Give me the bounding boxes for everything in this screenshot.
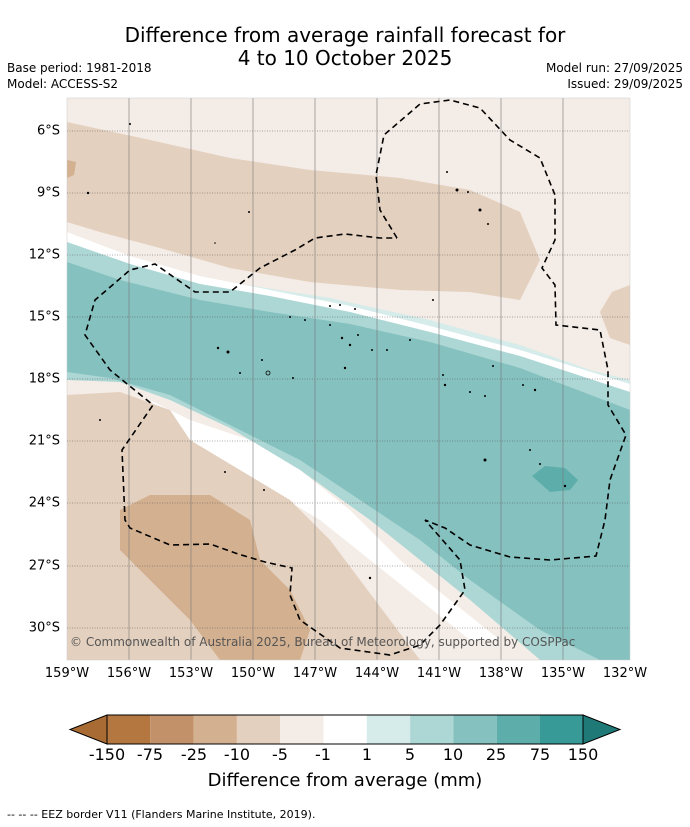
lat-label-21s: 21°S: [28, 433, 60, 449]
field-north-neg: [67, 122, 540, 300]
map-title: Difference from average rainfall forecas…: [0, 24, 690, 70]
lon-label-141w: 141°W: [416, 666, 462, 681]
colorbar-tick-neg5: -5: [272, 745, 288, 764]
model-run: Model run: 27/09/2025: [545, 61, 683, 75]
lat-label-15s: 15°S: [28, 309, 60, 325]
colorbar-seg-9: [496, 715, 540, 744]
lat-label-6s: 6°S: [36, 123, 60, 139]
colorbar-tick-1: 1: [361, 745, 373, 764]
colorbar-seg-4: [280, 715, 324, 744]
field-east-neg: [600, 285, 630, 345]
colorbar-tick-neg75: -75: [136, 745, 164, 764]
lon-label-150w: 150°W: [230, 666, 276, 681]
title-line-2: 4 to 10 October 2025: [237, 46, 453, 70]
colorbar-seg-10: [540, 715, 583, 744]
rainfall-field: [67, 98, 630, 660]
lon-label-135w: 135°W: [540, 666, 586, 681]
meta-right: Model run: 27/09/2025 Issued: 29/09/2025: [546, 60, 683, 92]
colorbar-tick-neg10: -10: [223, 745, 251, 764]
colorbar-seg-3: [236, 715, 281, 744]
model-name: Model: ACCESS-S2: [7, 77, 119, 91]
islands: [86, 123, 567, 580]
colorbar-title: Difference from average (mm): [207, 770, 483, 791]
field-sw-white: [150, 400, 500, 640]
lat-label-9s: 9°S: [36, 185, 60, 201]
field-sw-neg2: [120, 495, 310, 660]
lon-label-138w: 138°W: [478, 666, 524, 681]
colorbar-tick-150: 150: [567, 745, 599, 764]
colorbar-extend-right: [582, 714, 622, 745]
meridians: [128, 98, 564, 660]
colorbar-tick-25: 25: [485, 745, 507, 764]
colorbar-seg-6: [366, 715, 411, 744]
field-pos-25-75: [67, 272, 630, 620]
colorbar-tick-5: 5: [404, 745, 416, 764]
eez-footnote: -- -- -- EEZ border V11 (Flanders Marine…: [7, 808, 316, 821]
colorbar-seg-0: [107, 715, 151, 744]
lat-label-27s: 27°S: [28, 558, 60, 574]
lon-label-159w: 159°W: [44, 666, 90, 681]
eez-border: [84, 99, 627, 656]
colorbar-seg-2: [193, 715, 237, 744]
colorbar-seg-8: [453, 715, 497, 744]
colorbar-seg-7: [410, 715, 454, 744]
colorbar-seg-1: [150, 715, 194, 744]
map-frame: [66, 97, 631, 661]
colorbar: [68, 714, 622, 745]
colorbar-tick-neg1: -1: [315, 745, 331, 764]
base-period: Base period: 1981-2018: [7, 61, 152, 75]
colorbar-outline: [106, 714, 584, 745]
lat-label-30s: 30°S: [28, 620, 60, 636]
lat-label-24s: 24°S: [28, 495, 60, 511]
lat-label-18s: 18°S: [28, 371, 60, 387]
lon-label-156w: 156°W: [106, 666, 152, 681]
meta-left: Base period: 1981-2018 Model: ACCESS-S2: [7, 60, 152, 92]
colorbar-tick-10: 10: [442, 745, 464, 764]
colorbar-extend-left: [68, 714, 108, 745]
issued-date: Issued: 29/09/2025: [567, 77, 683, 91]
lon-label-147w: 147°W: [292, 666, 338, 681]
lon-label-153w: 153°W: [168, 666, 214, 681]
copyright-notice: © Commonwealth of Australia 2025, Bureau…: [70, 635, 575, 649]
colorbar-tick-75: 75: [529, 745, 551, 764]
field-pos-75-150: [532, 466, 578, 492]
field-west-neg: [67, 160, 76, 178]
lat-label-12s: 12°S: [28, 247, 60, 263]
colorbar-tick-neg25: -25: [180, 745, 208, 764]
lon-label-144w: 144°W: [354, 666, 400, 681]
colorbar-tick-neg150: -150: [88, 745, 126, 764]
lon-label-132w: 132°W: [602, 666, 648, 681]
colorbar-seg-5: [323, 715, 367, 744]
title-line-1: Difference from average rainfall forecas…: [124, 23, 566, 47]
